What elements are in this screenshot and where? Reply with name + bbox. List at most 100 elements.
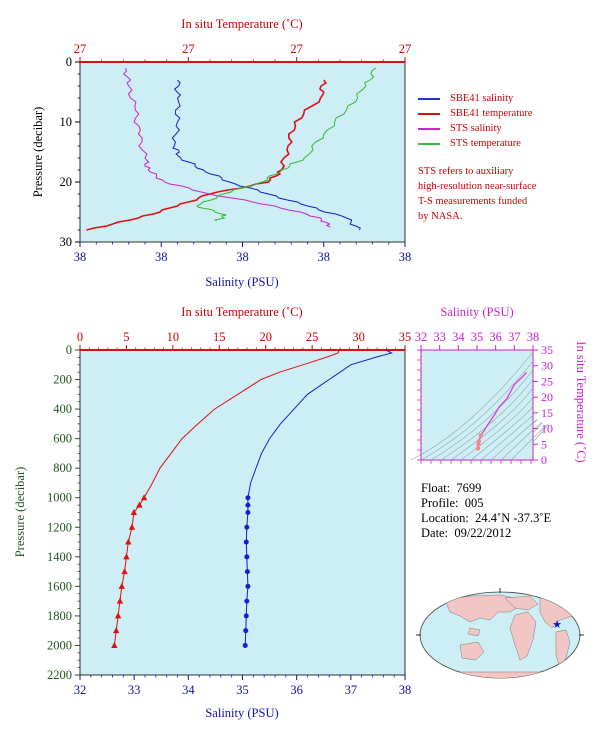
note-line: T-S measurements funded	[418, 196, 528, 207]
main-sal-tick-label: 38	[399, 683, 412, 697]
legend-swatch	[418, 97, 440, 100]
main-pressure-ticks: 0 200 400 600 800 1000 1200 1400 1600 1800 2000 220…	[47, 343, 80, 682]
ts-sal-ticks: 32 33 34 35 36 37 38	[415, 330, 539, 350]
density-contour	[440, 378, 534, 461]
main-sal-tick-label: 36	[290, 683, 303, 697]
top-series-line-3	[196, 67, 377, 222]
legend-item-sbe41-temperature: SBE41 temperature	[418, 106, 533, 121]
salinity-marker	[243, 613, 249, 619]
sts-note: STS refers to auxiliary high-resolution …	[418, 164, 598, 224]
ts-panel: Salinity (PSU) In situ Temperature (˚C) …	[410, 305, 588, 467]
ts-temp-tick-label: 10	[541, 422, 553, 436]
density-contour	[480, 414, 535, 461]
top-temp-tick-label: 27	[182, 42, 195, 56]
ts-temp-tick-label: 15	[541, 406, 553, 420]
top-temp-tick-label: 27	[74, 42, 87, 56]
temperature-marker	[118, 582, 125, 589]
main-temp-tick-label: 15	[213, 330, 226, 344]
top-series-line-0	[171, 79, 361, 231]
legend-label: SBE41 salinity	[450, 93, 514, 104]
temperature-marker	[116, 597, 124, 604]
ts-point	[478, 433, 483, 438]
legend-label: STS salinity	[450, 123, 502, 134]
main-sal-tick-label: 32	[74, 683, 87, 697]
temperature-marker	[113, 627, 120, 634]
date-label: Date:	[421, 526, 449, 540]
main-sal-axis-title: Salinity (PSU)	[205, 706, 278, 720]
main-series	[111, 349, 393, 648]
ts-point	[475, 446, 481, 451]
main-pressure-tick-label: 1200	[47, 520, 72, 534]
top-sal-tick-label: 38	[399, 250, 412, 264]
main-plot-area	[79, 349, 406, 676]
top-sal-tick-label: 38	[155, 250, 168, 264]
ts-sal-tick-label: 34	[452, 330, 465, 344]
ts-temp-tick-label: 5	[541, 437, 547, 451]
main-pressure-tick-label: 1400	[47, 550, 72, 564]
temperature-marker	[114, 612, 122, 619]
date-value: 09/22/2012	[454, 526, 512, 540]
float-label: Float:	[421, 481, 451, 495]
top-temp-ticks: 27 27 27 27	[74, 42, 412, 62]
float-location-marker: ★	[552, 619, 562, 631]
legend-item-sbe41-salinity: SBE41 salinity	[418, 91, 533, 106]
note-line: high-resolution near-surface	[418, 181, 537, 192]
main-temp-tick-label: 0	[77, 330, 83, 344]
top-temp-tick-label: 27	[399, 42, 412, 56]
ts-temp-tick-label: 0	[541, 453, 547, 467]
main-pressure-tick-label: 800	[53, 461, 72, 475]
ts-temp-tick-label: 20	[541, 390, 553, 404]
legend-label: SBE41 temperature	[450, 108, 533, 119]
main-pressure-tick-label: 1000	[47, 491, 72, 505]
main-sal-tick-label: 34	[182, 683, 195, 697]
top-pressure-tick-label: 10	[60, 115, 73, 129]
ts-sal-axis-title: Salinity (PSU)	[440, 305, 513, 319]
ts-density-contours	[410, 349, 548, 464]
main-pressure-tick-label: 1800	[47, 609, 72, 623]
legend-swatch	[418, 142, 440, 145]
legend-item-sts-salinity: STS salinity	[418, 121, 533, 136]
main-pressure-tick-label: 1600	[47, 579, 72, 593]
main-pressure-axis-title: Pressure (decibar)	[13, 467, 27, 558]
float-info: Float: 7699 Profile: 005 Location: 24.4˚…	[421, 481, 551, 541]
main-pressure-tick-label: 600	[53, 432, 72, 446]
top-temp-tick-label: 27	[290, 42, 303, 56]
profile-row: Profile: 005	[421, 496, 551, 511]
top-plot-area	[79, 61, 406, 243]
temperature-marker	[125, 538, 132, 545]
ts-temp-axis-title: In situ Temperature (˚C)	[574, 341, 588, 462]
location-value: 24.4˚N -37.3˚E	[475, 511, 552, 525]
salinity-marker	[244, 598, 250, 604]
temperature-marker	[123, 553, 130, 560]
main-sal-tick-label: 35	[236, 683, 249, 697]
ts-sal-tick-label: 32	[415, 330, 428, 344]
salinity-marker	[245, 510, 251, 515]
density-contour	[490, 419, 538, 461]
temperature-marker	[128, 523, 136, 530]
top-sal-tick-label: 38	[236, 250, 249, 264]
main-pressure-tick-label: 400	[53, 402, 72, 416]
top-pressure-tick-label: 20	[60, 175, 73, 189]
top-pressure-tick-label: 30	[60, 235, 73, 249]
salinity-marker	[245, 502, 251, 508]
temperature-marker	[111, 641, 118, 648]
date-row: Date: 09/22/2012	[421, 526, 551, 541]
main-pressure-tick-label: 2200	[47, 668, 72, 682]
float-value: 7699	[456, 481, 482, 495]
legend-swatch	[418, 127, 440, 130]
ts-sal-tick-label: 36	[489, 330, 502, 344]
main-temp-tick-label: 25	[306, 330, 319, 344]
salinity-marker	[243, 539, 249, 545]
main-temp-tick-label: 5	[123, 330, 129, 344]
legend: SBE41 salinity SBE41 temperature STS sal…	[418, 91, 533, 151]
main-temp-tick-label: 35	[399, 330, 412, 344]
temperature-marker	[140, 494, 148, 501]
float-row: Float: 7699	[421, 481, 551, 496]
density-contour	[420, 360, 534, 461]
top-pressure-axis-title: Pressure (decibar)	[31, 107, 45, 198]
salinity-marker	[244, 524, 250, 530]
main-pressure-tick-label: 0	[66, 343, 72, 357]
legend-label: STS temperature	[450, 138, 521, 149]
